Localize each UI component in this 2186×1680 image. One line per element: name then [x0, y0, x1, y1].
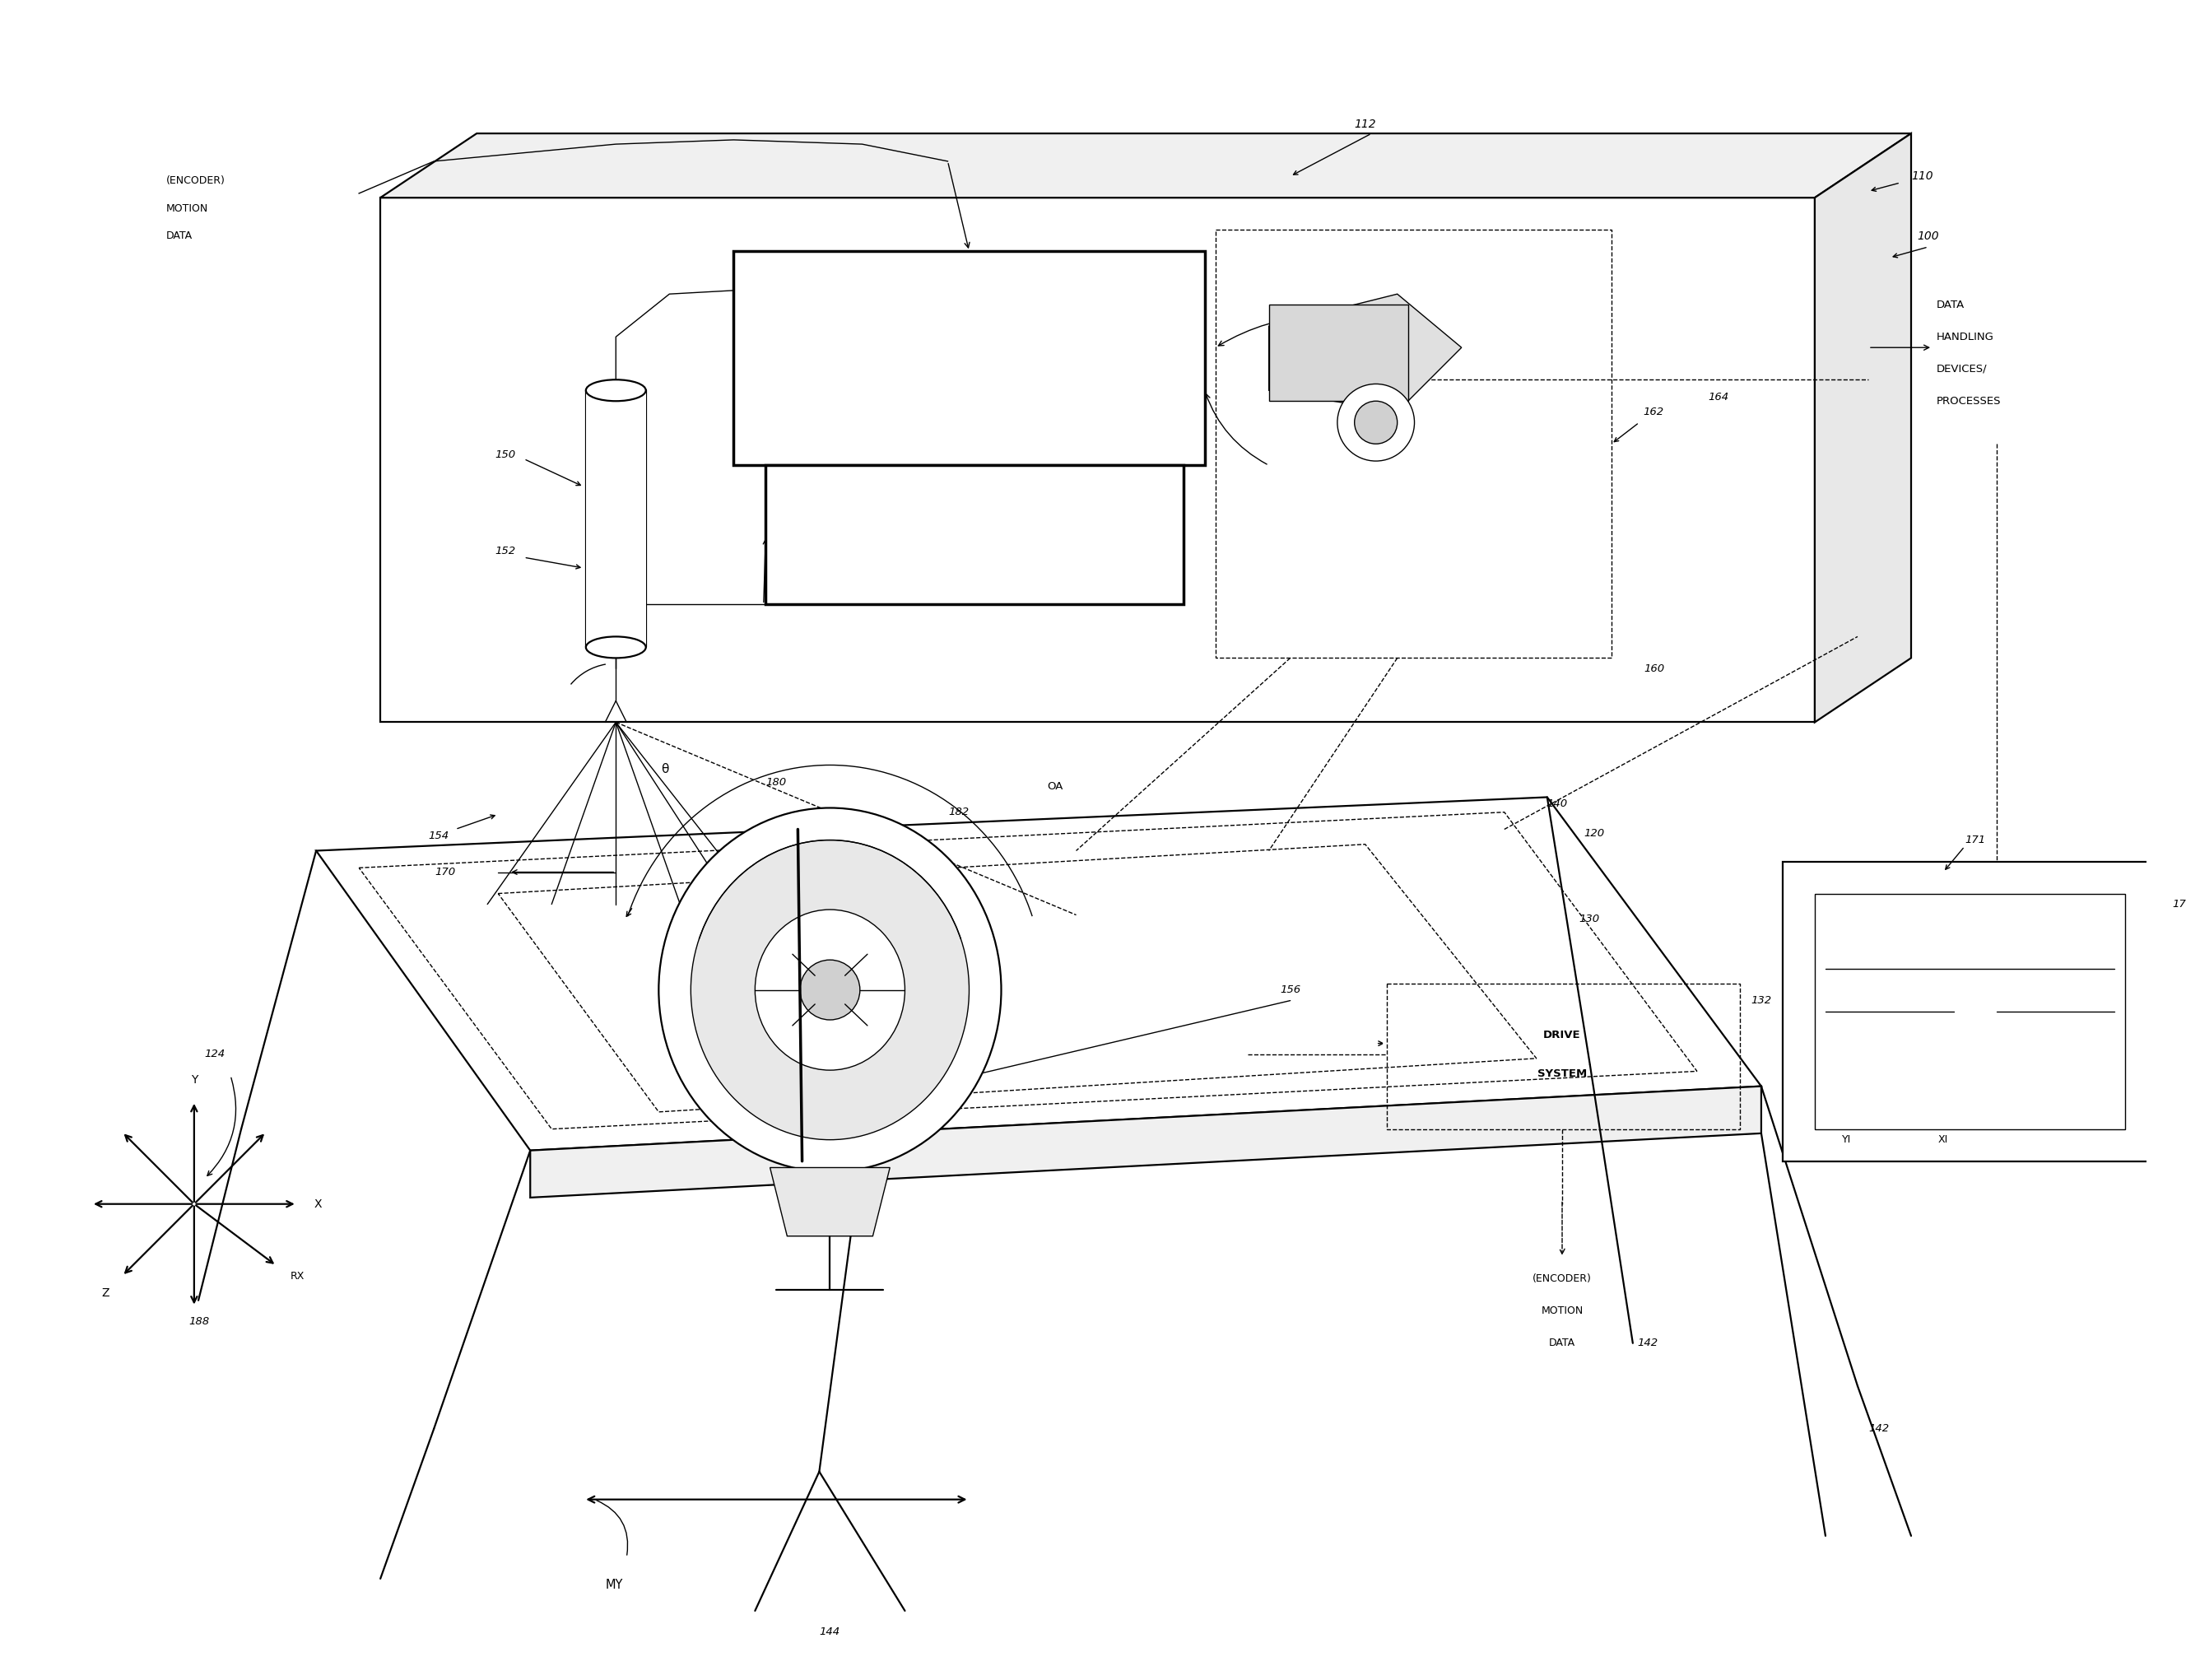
- Bar: [1268, 304, 1408, 402]
- Bar: [1814, 894, 2125, 1129]
- Text: PROCESSOR: PROCESSOR: [931, 363, 1008, 375]
- Ellipse shape: [586, 637, 645, 659]
- Bar: [380, 198, 1814, 722]
- Polygon shape: [317, 798, 1762, 1151]
- Text: DRIVE: DRIVE: [1543, 1030, 1580, 1040]
- Ellipse shape: [754, 909, 905, 1070]
- Text: HANDLING: HANDLING: [1937, 331, 1994, 343]
- Text: X: X: [315, 1198, 321, 1210]
- Text: PROCESS: PROCESS: [944, 554, 1003, 564]
- Text: Z: Z: [101, 1287, 109, 1299]
- Text: 188: 188: [188, 1317, 210, 1327]
- Text: DATA: DATA: [166, 230, 192, 242]
- Bar: [734, 252, 1204, 465]
- Text: VISION SYSTEM: VISION SYSTEM: [918, 328, 1019, 338]
- Text: OA: OA: [1047, 781, 1062, 791]
- Polygon shape: [380, 133, 1911, 198]
- Circle shape: [1355, 402, 1397, 444]
- Circle shape: [1338, 385, 1414, 460]
- Text: 172: 172: [2094, 1102, 2114, 1112]
- Text: (ENCODER): (ENCODER): [1532, 1273, 1591, 1284]
- Polygon shape: [531, 1087, 1762, 1198]
- Ellipse shape: [658, 808, 1001, 1173]
- Text: YI: YI: [1843, 1134, 1852, 1146]
- Text: 171: 171: [1965, 835, 1985, 845]
- Text: DEVICES/: DEVICES/: [1937, 363, 1987, 375]
- Bar: [1782, 862, 2158, 1161]
- Ellipse shape: [586, 380, 645, 402]
- Text: 142: 142: [1869, 1423, 1889, 1435]
- Bar: [765, 465, 1183, 605]
- Text: 112: 112: [1355, 119, 1377, 129]
- Text: 162: 162: [1644, 407, 1664, 417]
- Text: PROCESSES: PROCESSES: [1937, 396, 2002, 407]
- Ellipse shape: [691, 840, 968, 1139]
- Text: MOTION: MOTION: [1541, 1305, 1583, 1317]
- Text: SENSOR: SENSOR: [947, 517, 999, 529]
- Polygon shape: [1268, 294, 1462, 412]
- Text: 120: 120: [1583, 828, 1605, 838]
- Polygon shape: [769, 1168, 890, 1236]
- Text: 110: 110: [1911, 170, 1932, 181]
- Text: 174: 174: [2173, 899, 2186, 909]
- Bar: [1386, 983, 1740, 1129]
- Text: 156: 156: [1281, 984, 1301, 995]
- Text: MOTION: MOTION: [166, 203, 208, 213]
- Text: RX: RX: [291, 1272, 304, 1282]
- Text: 100: 100: [1917, 230, 1939, 242]
- Text: SYSTEM: SYSTEM: [1537, 1068, 1587, 1079]
- Bar: [586, 390, 645, 647]
- Text: (ENCODER): (ENCODER): [166, 175, 225, 186]
- Text: Y: Y: [190, 1074, 197, 1085]
- Text: 182: 182: [949, 806, 968, 818]
- Text: XI: XI: [1939, 1134, 1948, 1146]
- Text: θ: θ: [660, 763, 669, 776]
- Text: 144: 144: [820, 1626, 839, 1638]
- Text: 132: 132: [1751, 995, 1771, 1006]
- Text: 140: 140: [1548, 798, 1567, 810]
- Text: MY: MY: [606, 1579, 623, 1591]
- Text: 150: 150: [494, 449, 516, 460]
- Text: 124: 124: [205, 1048, 225, 1060]
- Polygon shape: [1814, 133, 1911, 722]
- Text: DATA: DATA: [1937, 299, 1965, 311]
- Text: 130: 130: [1578, 914, 1600, 924]
- Text: 160: 160: [1644, 664, 1664, 674]
- Text: DATA: DATA: [1550, 1337, 1576, 1349]
- Text: 164: 164: [1707, 391, 1729, 402]
- Text: 142: 142: [1637, 1337, 1657, 1349]
- Text: 180: 180: [765, 776, 787, 788]
- Text: 152: 152: [494, 546, 516, 556]
- Text: 170: 170: [435, 867, 455, 877]
- Bar: [1215, 230, 1611, 659]
- Circle shape: [800, 959, 859, 1020]
- Text: 154: 154: [428, 830, 448, 842]
